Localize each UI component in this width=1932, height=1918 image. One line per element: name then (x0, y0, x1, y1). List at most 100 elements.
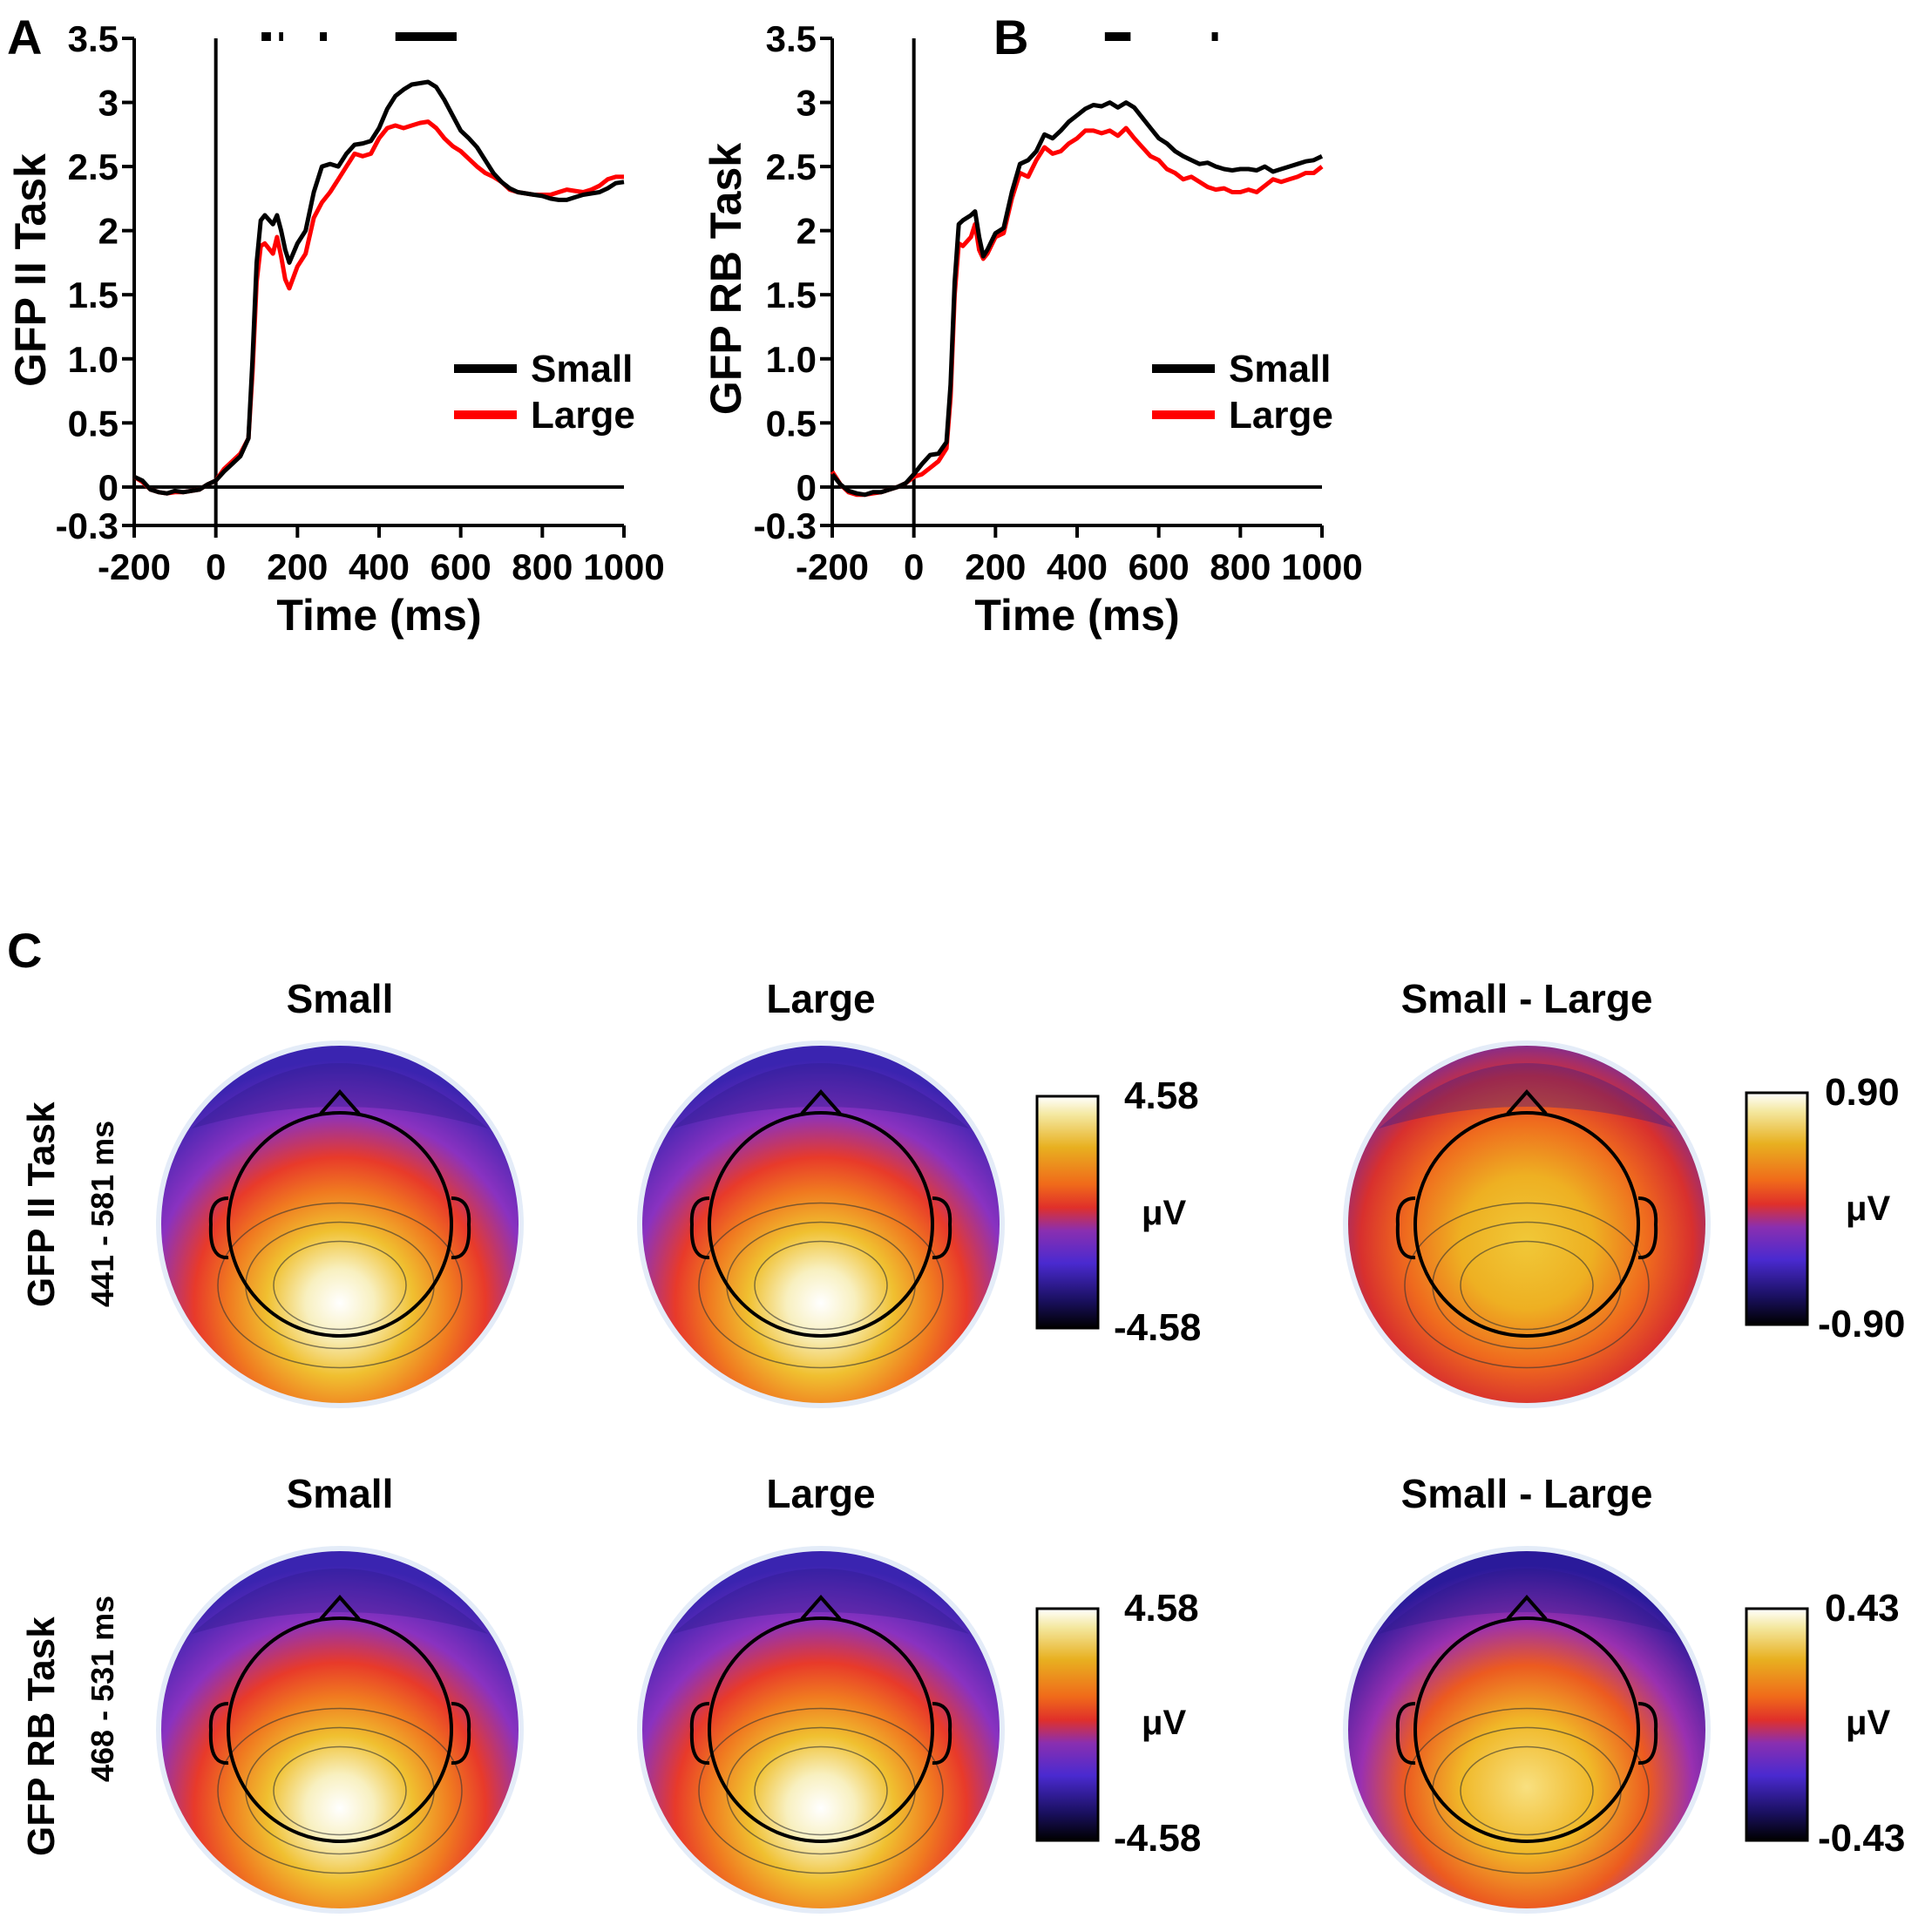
colorbar-max: 0.43 (1825, 1587, 1900, 1630)
topo-map (156, 1546, 524, 1914)
legend-label: Large (531, 394, 635, 437)
series-line-small (830, 100, 1324, 498)
colorbar-min: -0.43 (1818, 1817, 1905, 1860)
row-window-rb: 468 - 531 ms (85, 1596, 120, 1782)
colorbar-rb-condition (1035, 1607, 1100, 1842)
head-outline (227, 1111, 453, 1338)
colorbar-unit: μV (1142, 1704, 1186, 1742)
contour-line (1460, 1745, 1594, 1836)
x-tick-label: 400 (1047, 546, 1108, 587)
contour-line (217, 1202, 463, 1369)
right-ear-icon (1637, 1196, 1658, 1260)
colorbar-unit: μV (1142, 1194, 1186, 1232)
y-tick-label: 1.5 (766, 274, 817, 315)
y-tick-label: 2 (98, 211, 119, 252)
left-ear-icon (208, 1702, 229, 1766)
y-tick-label: 3 (98, 83, 119, 124)
left-ear-icon (1395, 1196, 1416, 1260)
left-ear-icon (689, 1196, 710, 1260)
y-tick-label: -0.3 (56, 505, 119, 546)
x-tick-label: 0 (904, 546, 924, 587)
row-label-rb: GFP RB Task (20, 1616, 63, 1856)
frontal-negative (673, 1569, 969, 1634)
series-line-small (132, 79, 625, 496)
contour-line (698, 1202, 944, 1369)
contour-line (754, 1240, 888, 1331)
frontal-negative (192, 1569, 488, 1634)
colorbar-min: -4.58 (1114, 1306, 1201, 1349)
y-tick-label: 0.5 (68, 403, 119, 444)
left-ear-icon (208, 1196, 229, 1260)
x-axis-label: Time (ms) (974, 591, 1179, 640)
colorbar-unit: μV (1846, 1189, 1890, 1228)
colorbar-max: 4.58 (1124, 1074, 1199, 1117)
topo-map (1343, 1040, 1711, 1408)
x-tick-label: 0 (206, 546, 226, 587)
x-tick-label: 400 (349, 546, 410, 587)
y-tick-label: 1.0 (766, 339, 817, 380)
map-title: Small (287, 976, 394, 1021)
map-title: Large (766, 976, 875, 1021)
panel-label-b: B (993, 10, 1028, 64)
y-axis-label: GFP II Task (6, 153, 55, 387)
right-ear-icon (451, 1702, 471, 1766)
y-tick-label: 0.5 (766, 403, 817, 444)
nose-icon (1506, 1594, 1548, 1621)
colorbar-unit: μV (1846, 1704, 1890, 1742)
colorbar-ii-diff (1745, 1091, 1809, 1326)
y-tick-label: 2 (797, 211, 817, 252)
row-window-ii: 441 - 581 ms (85, 1121, 120, 1307)
colorbar-min: -0.90 (1818, 1303, 1905, 1345)
colorbar-rb-diff (1745, 1607, 1809, 1842)
colorbar-max: 4.58 (1124, 1587, 1199, 1630)
colorbar-min: -4.58 (1114, 1817, 1201, 1860)
contour-line (273, 1240, 407, 1331)
scalp-field (161, 1046, 519, 1403)
nose-icon (800, 1088, 842, 1115)
x-tick-label: 200 (965, 546, 1026, 587)
x-axis-label: Time (ms) (276, 591, 481, 640)
contour-line (273, 1745, 407, 1836)
nose-icon (800, 1594, 842, 1621)
y-axis-label: GFP RB Task (702, 143, 750, 415)
y-tick-label: 1.5 (68, 274, 119, 315)
x-tick-label: -200 (796, 546, 869, 587)
gfp-rb-chart: -0.300.51.01.522.533.5-200 0 200 400 600 800 1… (702, 18, 1363, 640)
legend-label: Small (1229, 348, 1331, 390)
scalp-field (642, 1551, 1000, 1908)
x-tick-label: 800 (1210, 546, 1271, 587)
x-tick-label: 600 (1129, 546, 1190, 587)
x-tick-label: 800 (512, 546, 573, 587)
y-tick-label: 2.5 (766, 146, 817, 187)
map-title: Small - Large (1401, 1471, 1653, 1516)
topo-map (1343, 1546, 1711, 1914)
x-tick-label: 1000 (583, 546, 664, 587)
map-title: Large (766, 1471, 875, 1516)
frontal-negative (1379, 1063, 1675, 1128)
head-outline (1413, 1111, 1640, 1338)
colorbar-max: 0.90 (1825, 1071, 1900, 1114)
contour-line (754, 1745, 888, 1836)
contour-line (217, 1707, 463, 1874)
map-title: Small (287, 1471, 394, 1516)
left-ear-icon (689, 1702, 710, 1766)
frontal-negative (1379, 1569, 1675, 1634)
x-tick-label: 200 (267, 546, 328, 587)
y-tick-label: 1.0 (68, 339, 119, 380)
nose-icon (319, 1594, 361, 1621)
gfp-ii-chart: -0.300.51.01.522.533.5-200 0 200 400 600 800 1… (6, 18, 665, 640)
y-tick-label: -0.3 (754, 505, 817, 546)
y-tick-label: 0 (797, 467, 817, 508)
x-tick-label: -200 (98, 546, 171, 587)
contour-line (1460, 1240, 1594, 1331)
right-ear-icon (451, 1196, 471, 1260)
map-title: Small - Large (1401, 976, 1653, 1021)
y-tick-label: 2.5 (68, 146, 119, 187)
right-ear-icon (932, 1196, 952, 1260)
head-outline (227, 1616, 453, 1843)
topo-map (637, 1546, 1005, 1914)
right-ear-icon (1637, 1702, 1658, 1766)
topo-map (156, 1040, 524, 1408)
legend-label: Large (1229, 394, 1333, 437)
scalp-field (1348, 1551, 1705, 1908)
